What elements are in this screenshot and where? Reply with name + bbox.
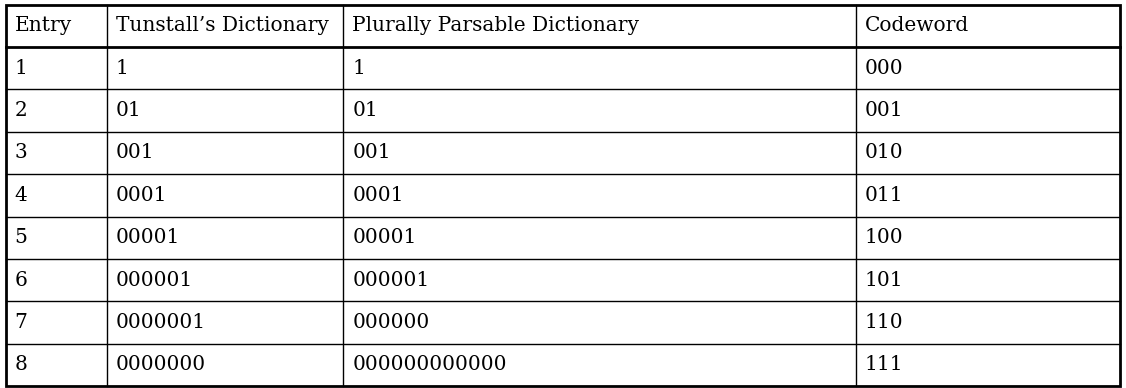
Text: 00001: 00001 <box>116 228 180 247</box>
Text: 000: 000 <box>865 59 903 78</box>
Text: 2: 2 <box>15 101 27 120</box>
Text: Codeword: Codeword <box>865 16 969 35</box>
Text: 1: 1 <box>352 59 365 78</box>
Text: 0000000: 0000000 <box>116 355 206 374</box>
Text: 00001: 00001 <box>352 228 417 247</box>
Text: 000000: 000000 <box>352 313 430 332</box>
Text: Tunstall’s Dictionary: Tunstall’s Dictionary <box>116 16 329 35</box>
Text: 111: 111 <box>865 355 903 374</box>
Text: 000001: 000001 <box>352 270 430 289</box>
Text: 6: 6 <box>15 270 27 289</box>
Text: 001: 001 <box>116 144 154 163</box>
Text: 110: 110 <box>865 313 903 332</box>
Text: 1: 1 <box>116 59 128 78</box>
Text: 000000000000: 000000000000 <box>352 355 507 374</box>
Text: 100: 100 <box>865 228 903 247</box>
Text: 4: 4 <box>15 186 27 205</box>
Text: 01: 01 <box>116 101 142 120</box>
Text: 5: 5 <box>15 228 27 247</box>
Text: 0001: 0001 <box>352 186 404 205</box>
Text: Plurally Parsable Dictionary: Plurally Parsable Dictionary <box>352 16 640 35</box>
Text: 000001: 000001 <box>116 270 194 289</box>
Text: 7: 7 <box>15 313 27 332</box>
Text: 001: 001 <box>865 101 903 120</box>
Text: 101: 101 <box>865 270 903 289</box>
Text: 010: 010 <box>865 144 903 163</box>
Text: 001: 001 <box>352 144 391 163</box>
Text: 01: 01 <box>352 101 378 120</box>
Text: 0001: 0001 <box>116 186 168 205</box>
Text: Entry: Entry <box>15 16 72 35</box>
Text: 0000001: 0000001 <box>116 313 206 332</box>
Text: 3: 3 <box>15 144 27 163</box>
Text: 011: 011 <box>865 186 903 205</box>
Text: 8: 8 <box>15 355 27 374</box>
Text: 1: 1 <box>15 59 27 78</box>
